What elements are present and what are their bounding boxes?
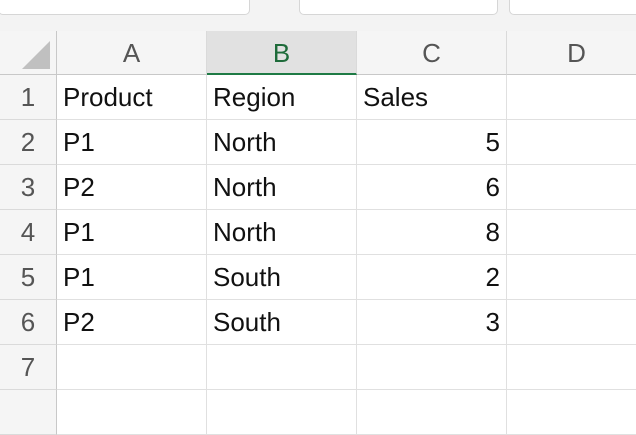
column-header[interactable]: C — [357, 31, 507, 75]
cell[interactable]: P1 — [57, 255, 207, 300]
corner-triangle — [22, 41, 50, 69]
row-header[interactable]: 6 — [0, 300, 57, 345]
row-header[interactable]: 5 — [0, 255, 57, 300]
cell[interactable]: 8 — [357, 210, 507, 255]
cell[interactable]: North — [207, 120, 357, 165]
cell[interactable] — [207, 345, 357, 390]
cell[interactable] — [507, 345, 636, 390]
cell[interactable] — [507, 300, 636, 345]
name-box[interactable] — [0, 0, 250, 15]
cell[interactable]: P2 — [57, 165, 207, 210]
cell[interactable] — [507, 255, 636, 300]
select-all[interactable] — [0, 31, 57, 75]
cell[interactable] — [507, 120, 636, 165]
row-header[interactable]: 4 — [0, 210, 57, 255]
cell[interactable]: P2 — [57, 300, 207, 345]
cell[interactable]: North — [207, 165, 357, 210]
cell[interactable]: Product — [57, 75, 207, 120]
row-header[interactable]: 7 — [0, 345, 57, 390]
row-header[interactable] — [0, 390, 57, 435]
cell[interactable] — [507, 75, 636, 120]
cell[interactable] — [507, 165, 636, 210]
cell[interactable]: 2 — [357, 255, 507, 300]
toolbar — [0, 0, 636, 31]
cell[interactable]: Region — [207, 75, 357, 120]
cell[interactable]: South — [207, 300, 357, 345]
spreadsheet-grid: A B C D 1 Product Region Sales 2 P1 North 5 3 P2 North… — [0, 31, 636, 435]
cell[interactable] — [357, 345, 507, 390]
cell[interactable]: 3 — [357, 300, 507, 345]
cell[interactable]: P1 — [57, 120, 207, 165]
cell[interactable]: 5 — [357, 120, 507, 165]
row-header[interactable]: 2 — [0, 120, 57, 165]
cell[interactable]: North — [207, 210, 357, 255]
column-header[interactable]: D — [507, 31, 636, 75]
cell[interactable] — [507, 210, 636, 255]
cell[interactable] — [207, 390, 357, 435]
row-header[interactable]: 3 — [0, 165, 57, 210]
cell[interactable]: P1 — [57, 210, 207, 255]
cell[interactable] — [57, 390, 207, 435]
cell[interactable] — [507, 390, 636, 435]
row-header[interactable]: 1 — [0, 75, 57, 120]
cell[interactable] — [57, 345, 207, 390]
cell[interactable]: Sales — [357, 75, 507, 120]
column-header[interactable]: B — [207, 31, 357, 75]
cell[interactable] — [357, 390, 507, 435]
toolbar-control[interactable] — [509, 0, 636, 15]
toolbar-control[interactable] — [299, 0, 498, 15]
cell[interactable]: South — [207, 255, 357, 300]
column-header[interactable]: A — [57, 31, 207, 75]
cell[interactable]: 6 — [357, 165, 507, 210]
